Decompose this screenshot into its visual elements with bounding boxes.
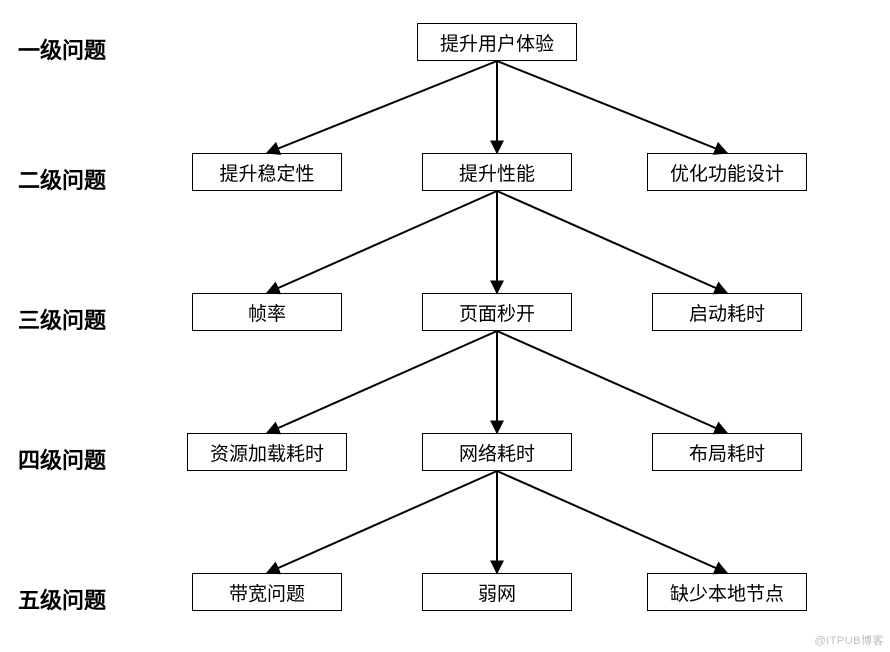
edge xyxy=(267,331,497,433)
node-weaknet: 弱网 xyxy=(422,573,572,611)
node-fps: 帧率 xyxy=(192,293,342,331)
node-label: 布局耗时 xyxy=(689,439,765,466)
edge xyxy=(497,191,727,293)
node-startup: 启动耗时 xyxy=(652,293,802,331)
edge xyxy=(497,471,727,573)
node-pageload: 页面秒开 xyxy=(422,293,572,331)
row-label-5: 五级问题 xyxy=(18,583,178,615)
row-label-2: 二级问题 xyxy=(18,163,178,195)
row-label-4: 四级问题 xyxy=(18,443,178,475)
diagram-canvas: 一级问题 二级问题 三级问题 四级问题 五级问题 提升用户体验 提升稳定性 提升… xyxy=(0,0,890,652)
node-label: 弱网 xyxy=(478,579,516,606)
node-uxdesign: 优化功能设计 xyxy=(647,153,807,191)
edge xyxy=(267,471,497,573)
node-root: 提升用户体验 xyxy=(417,23,577,61)
edge xyxy=(497,61,727,153)
node-label: 资源加载耗时 xyxy=(210,439,324,466)
node-label: 帧率 xyxy=(248,299,286,326)
node-label: 提升性能 xyxy=(459,159,535,186)
node-bandwidth: 带宽问题 xyxy=(192,573,342,611)
node-label: 网络耗时 xyxy=(459,439,535,466)
row-label-1: 一级问题 xyxy=(18,33,178,65)
node-nettime: 网络耗时 xyxy=(422,433,572,471)
row-label-3: 三级问题 xyxy=(18,303,178,335)
node-label: 提升用户体验 xyxy=(440,29,554,56)
node-label: 带宽问题 xyxy=(229,579,305,606)
watermark: @ITPUB博客 xyxy=(814,632,884,648)
node-layouttime: 布局耗时 xyxy=(652,433,802,471)
node-stability: 提升稳定性 xyxy=(192,153,342,191)
node-nolocal: 缺少本地节点 xyxy=(647,573,807,611)
node-performance: 提升性能 xyxy=(422,153,572,191)
node-label: 缺少本地节点 xyxy=(670,579,784,606)
node-label: 提升稳定性 xyxy=(219,159,314,186)
edge xyxy=(267,191,497,293)
edge xyxy=(497,331,727,433)
edge xyxy=(267,61,497,153)
node-label: 优化功能设计 xyxy=(670,159,784,186)
node-label: 启动耗时 xyxy=(689,299,765,326)
node-label: 页面秒开 xyxy=(459,299,535,326)
node-resload: 资源加载耗时 xyxy=(187,433,347,471)
